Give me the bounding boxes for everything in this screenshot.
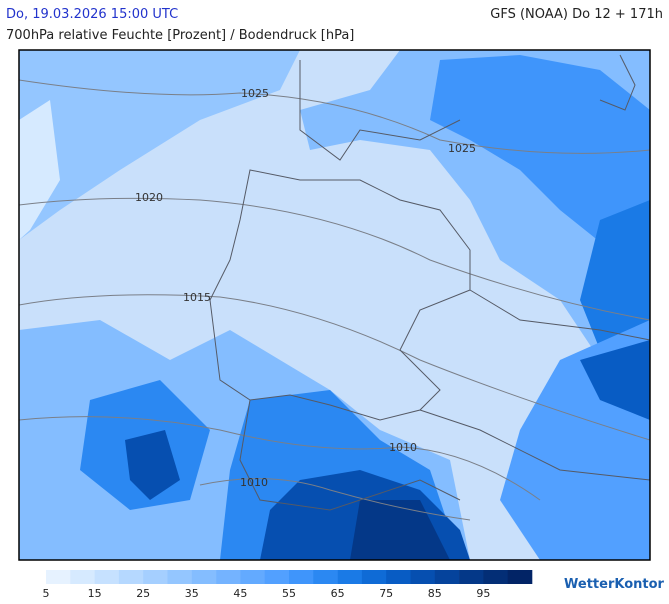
humidity-area <box>350 500 450 560</box>
isobar-label: 1020 <box>135 191 163 204</box>
isobar-label: 1025 <box>448 142 476 155</box>
humidity-area <box>19 100 60 240</box>
legend-swatch <box>264 570 290 584</box>
legend-swatch <box>143 570 168 584</box>
legend-swatch <box>410 570 436 584</box>
legend-swatch <box>70 570 95 584</box>
isobar <box>19 416 541 501</box>
isobar-label: 1010 <box>240 476 268 489</box>
isobar <box>199 478 471 521</box>
legend-swatch <box>459 570 484 584</box>
valid-time: Do, 19.03.2026 15:00 UTC <box>6 7 178 22</box>
legend-swatch <box>313 570 338 584</box>
legend-label: 5 <box>43 587 50 600</box>
isobar <box>19 294 650 441</box>
legend-label: 45 <box>233 587 247 600</box>
legend-swatch <box>483 570 508 584</box>
legend-swatch <box>118 570 144 584</box>
legend-label: 55 <box>282 587 296 600</box>
legend-swatch <box>240 570 265 584</box>
model-run: GFS (NOAA) Do 12 + 171h <box>490 7 663 22</box>
legend-swatch <box>94 570 120 584</box>
legend-swatch <box>216 570 241 584</box>
humidity-map: 1025 1025 1020 1015 1010 1010 <box>19 50 650 560</box>
isobar <box>19 197 650 321</box>
legend-label: 85 <box>428 587 442 600</box>
legend: 5 15 25 35 45 55 65 75 85 95 <box>43 570 533 600</box>
legend-swatch <box>46 570 71 584</box>
legend-swatch <box>361 570 387 584</box>
humidity-area <box>125 430 180 500</box>
legend-swatch <box>167 570 193 584</box>
legend-label: 65 <box>331 587 345 600</box>
legend-swatch <box>289 570 314 584</box>
legend-swatch <box>434 570 460 584</box>
humidity-area <box>580 340 650 420</box>
coastline <box>299 60 461 161</box>
isobar <box>19 79 650 154</box>
brand: WetterKontor <box>564 577 665 592</box>
isobar-label: 1015 <box>183 291 211 304</box>
legend-label: 15 <box>88 587 102 600</box>
legend-label: 35 <box>185 587 199 600</box>
legend-swatch <box>386 570 411 584</box>
country-border <box>239 289 650 511</box>
legend-swatch <box>191 570 217 584</box>
legend-label: 95 <box>476 587 490 600</box>
isobar-label: 1010 <box>389 441 417 454</box>
legend-swatch <box>507 570 533 584</box>
isobar-label: 1025 <box>241 87 269 100</box>
legend-label: 25 <box>136 587 150 600</box>
coastline <box>599 54 636 111</box>
subtitle: 700hPa relative Feuchte [Prozent] / Bode… <box>6 28 354 43</box>
humidity-area <box>580 200 650 350</box>
legend-label: 75 <box>379 587 393 600</box>
humidity-area <box>19 50 300 240</box>
map-frame <box>18 49 651 561</box>
legend-swatch <box>337 570 363 584</box>
